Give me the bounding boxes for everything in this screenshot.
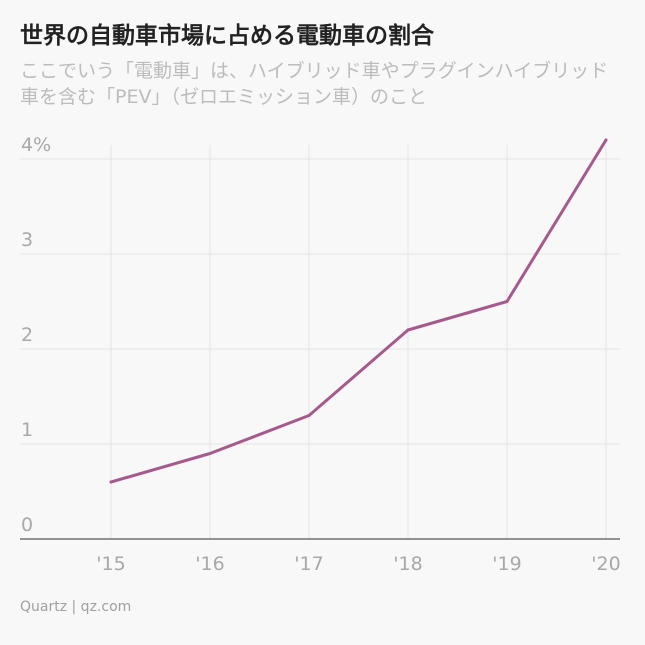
data-point (604, 138, 608, 142)
x-tick-label: '18 (393, 553, 422, 575)
data-point (406, 328, 410, 332)
y-tick-label: 4% (21, 134, 51, 156)
data-point (505, 300, 509, 303)
x-tick-label: '15 (96, 553, 125, 575)
series-layer (109, 138, 608, 484)
x-tick-label: '19 (492, 553, 521, 575)
y-tick-label: 1 (21, 419, 33, 441)
x-tick-label: '16 (195, 553, 224, 575)
grid-layer (20, 145, 620, 539)
y-tick-label: 2 (21, 324, 33, 346)
data-point (109, 480, 113, 484)
y-tick-label: 3 (21, 229, 33, 251)
chart-subtitle: ここでいう「電動車」は、ハイブリッド車やプラグインハイブリッド車を含む「PEV」… (20, 60, 609, 108)
data-point (208, 452, 212, 455)
tick-layer: 0 1 2 3 4% '15 '16 '17 '18 '19 '20 (21, 134, 621, 575)
chart-title: 世界の自動車市場に占める電動車の割合 (20, 23, 434, 49)
data-point (307, 414, 311, 417)
x-tick-label: '17 (294, 553, 323, 575)
source-credit: Quartz | qz.com (20, 599, 132, 615)
x-tick-label: '20 (591, 553, 620, 575)
series-line (109, 138, 608, 484)
y-tick-label: 0 (21, 514, 33, 536)
